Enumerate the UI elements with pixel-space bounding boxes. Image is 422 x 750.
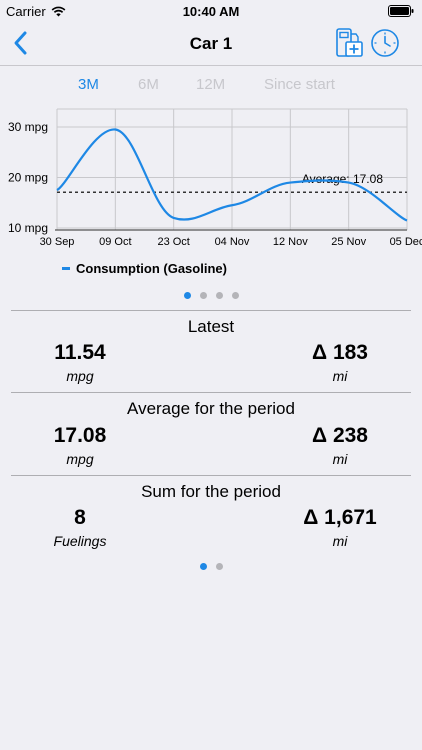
battery-icon [388, 5, 414, 20]
x-tick-label: 05 Dec [390, 236, 422, 248]
legend-label: Consumption (Gasoline) [76, 261, 227, 276]
period-3m[interactable]: 3M [78, 76, 99, 93]
stat-unit: mi [332, 368, 348, 384]
stat-value: Δ 238 [312, 424, 368, 447]
stat-value: 11.54 [54, 341, 106, 364]
series-line [56, 128, 408, 222]
stats-page-dot[interactable] [199, 563, 207, 570]
stat-unit: mi [332, 451, 348, 467]
stat-value: 17.08 [53, 424, 107, 447]
chart-page-dot[interactable] [231, 292, 239, 299]
status-bar: Carrier 10:40 AM [0, 0, 422, 22]
stat-title-sum: Sum for the period [141, 482, 281, 501]
wifi-icon [51, 6, 66, 17]
chart-page-dot[interactable] [199, 292, 207, 299]
period-6m[interactable]: 6M [138, 76, 159, 93]
sum-fuelings: 8 Fuelings [25, 506, 135, 549]
stat-value: 8 [74, 506, 86, 529]
average-label: Average: 17.08 [302, 172, 384, 186]
stat-title-average: Average for the period [127, 399, 295, 418]
stats-page-indicator[interactable] [0, 563, 422, 570]
average-distance: Δ 238 mi [285, 424, 395, 467]
legend-swatch [62, 267, 70, 270]
x-tick-label: 30 Sep [40, 236, 75, 248]
x-tick-label: 12 Nov [273, 236, 308, 248]
page-title: Car 1 [189, 34, 233, 53]
divider [11, 310, 411, 311]
average-consumption: 17.08 mpg [25, 424, 135, 467]
x-tick-label: 25 Nov [331, 236, 366, 248]
back-chevron-icon[interactable] [8, 28, 34, 58]
stat-value: Δ 1,671 [303, 506, 377, 529]
period-12m[interactable]: 12M [196, 76, 226, 93]
sum-distance: Δ 1,671 mi [285, 506, 395, 549]
chart-page-dot[interactable] [215, 292, 223, 299]
period-since-start[interactable]: Since start [264, 76, 335, 93]
stats-page-dot[interactable] [215, 563, 223, 570]
stat-unit: mpg [66, 451, 94, 467]
y-tick-label: 30 mpg [8, 120, 48, 134]
divider [11, 475, 411, 476]
x-tick-label: 09 Oct [99, 236, 131, 248]
latest-distance: Δ 183 mi [285, 341, 395, 384]
add-fueling-icon[interactable] [334, 26, 366, 60]
stat-value: Δ 183 [312, 341, 368, 364]
y-tick-label: 10 mpg [8, 221, 48, 235]
divider [11, 392, 411, 393]
stat-unit: Fuelings [53, 533, 107, 549]
x-tick-label: 23 Oct [157, 236, 189, 248]
nav-bar: Car 1 [0, 22, 422, 66]
chart-legend: Consumption (Gasoline) [62, 261, 227, 276]
period-selector: 3M 6M 12M Since start [0, 76, 422, 96]
stat-unit: mpg [66, 368, 94, 384]
history-clock-icon[interactable] [369, 26, 401, 60]
latest-consumption: 11.54 mpg [25, 341, 135, 384]
carrier-label: Carrier [6, 4, 46, 19]
y-tick-label: 20 mpg [8, 171, 48, 185]
chart-page-dot[interactable] [183, 292, 191, 299]
stat-title-latest: Latest [187, 317, 235, 336]
x-tick-label: 04 Nov [215, 236, 250, 248]
stat-unit: mi [332, 533, 348, 549]
chart-page-indicator[interactable] [0, 292, 422, 299]
status-left: Carrier [6, 4, 66, 19]
status-time: 10:40 AM [182, 4, 240, 19]
